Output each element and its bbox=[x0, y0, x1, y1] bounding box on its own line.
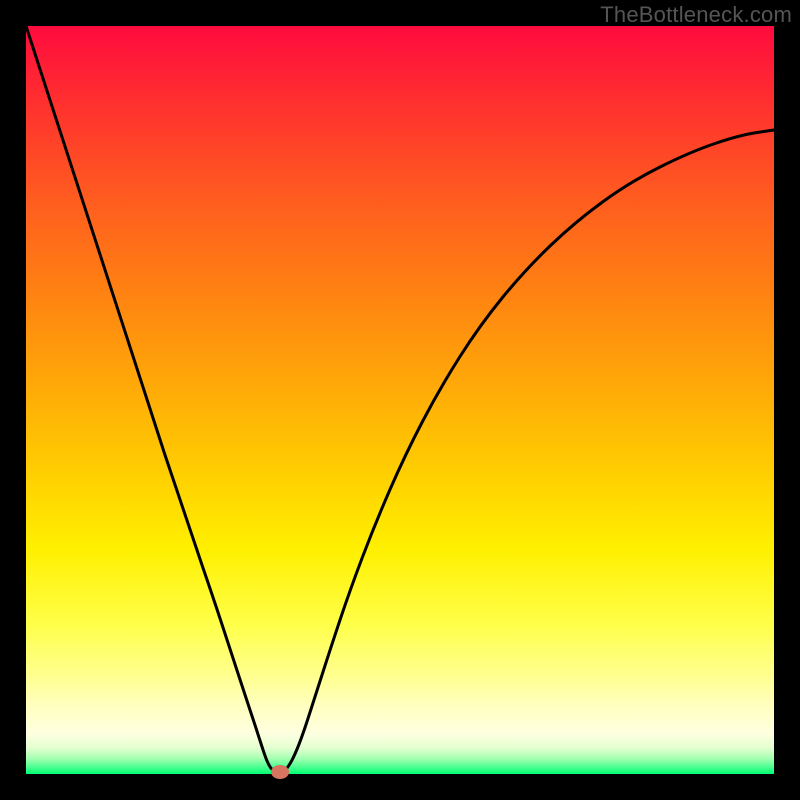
watermark-text: TheBottleneck.com bbox=[600, 2, 792, 28]
chart-container: TheBottleneck.com bbox=[0, 0, 800, 800]
minimum-marker bbox=[271, 765, 289, 779]
bottleneck-curve-chart bbox=[0, 0, 800, 800]
plot-background bbox=[26, 26, 774, 774]
